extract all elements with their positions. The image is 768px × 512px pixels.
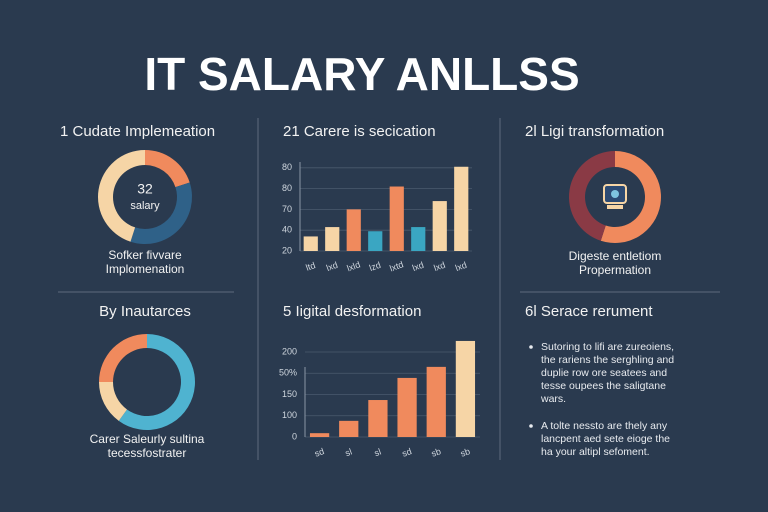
bar — [325, 227, 340, 251]
panel-title: 5 Iigital desformation — [283, 303, 421, 320]
page-title: IT SALARY ANLLSS — [144, 48, 579, 100]
bullet-text: duplie row ore seatees and — [541, 367, 667, 379]
x-tick-label: sb — [459, 446, 471, 459]
donut-segment — [99, 334, 147, 382]
y-tick-label: 50% — [279, 368, 297, 378]
donut-segment — [130, 182, 192, 244]
y-tick-label: 40 — [282, 225, 292, 235]
y-tick-label: 70 — [282, 204, 292, 214]
bullet-dot — [529, 424, 533, 428]
y-tick-label: 80 — [282, 183, 292, 193]
x-tick-label: sb — [430, 446, 442, 459]
panel-title: 1 Cudate Implemeation — [60, 123, 215, 140]
donut-segment — [118, 334, 195, 430]
center-text: 32 — [137, 181, 153, 197]
y-tick-label: 80 — [282, 162, 292, 172]
bar — [426, 366, 446, 437]
bar — [397, 377, 417, 437]
bar — [455, 340, 476, 437]
x-tick-label: lxd — [432, 260, 446, 273]
x-tick-label: sl — [373, 447, 383, 459]
icon — [607, 205, 623, 209]
donut-segment — [99, 382, 128, 421]
donut-segment — [569, 151, 615, 241]
caption: Implomenation — [106, 262, 185, 276]
panel-title: By Inautarces — [99, 303, 191, 320]
panel-title: 6l Serace rerument — [525, 303, 653, 320]
caption: tecessfostrater — [108, 446, 187, 460]
bar — [368, 231, 383, 251]
bar — [432, 201, 447, 251]
x-tick-label: lxld — [345, 259, 361, 273]
x-tick-label: sl — [344, 447, 354, 459]
x-tick-label: lzd — [368, 260, 382, 273]
x-tick-label: ltd — [304, 260, 316, 273]
bar — [411, 227, 426, 251]
center-text: salary — [130, 200, 160, 212]
caption: Sofker fivvare — [108, 248, 182, 262]
bullet-dot — [529, 345, 533, 349]
bullet-text: Sutoring to lifi are zureoiens, — [541, 341, 674, 353]
bar — [309, 433, 330, 437]
caption: Digeste entletiom — [569, 249, 662, 263]
bar — [303, 236, 318, 251]
bullet-text: A tolte nessto are thely any — [541, 420, 668, 432]
bullet-text: wars. — [540, 393, 566, 405]
y-tick-label: 100 — [282, 410, 297, 420]
bar — [454, 166, 469, 251]
panel-title: 21 Carere is secication — [283, 123, 436, 140]
bar — [346, 209, 361, 251]
x-tick-label: lxtd — [388, 259, 405, 273]
x-tick-label: lxd — [454, 260, 468, 273]
donut-segment — [145, 150, 190, 188]
panel-title: 2l Ligi transformation — [525, 123, 664, 140]
bar — [368, 400, 388, 437]
y-tick-label: 0 — [292, 431, 297, 441]
caption: Carer Saleurly sultina — [90, 432, 205, 446]
donut-segment — [98, 150, 145, 242]
bullet-text: tesse oupees the saligtane — [541, 380, 666, 392]
x-tick-label: sd — [313, 446, 325, 459]
y-tick-label: 150 — [282, 389, 297, 399]
bar — [339, 420, 359, 437]
bullet-text: lancpent aed sete eioge the — [541, 433, 670, 445]
caption: Propermation — [579, 263, 651, 277]
y-tick-label: 20 — [282, 245, 292, 255]
icon — [611, 190, 619, 198]
bullet-text: ha your altipl sefoment. — [541, 446, 650, 458]
x-tick-label: lxd — [325, 260, 339, 273]
x-tick-label: lxd — [411, 260, 425, 273]
donut-segment — [600, 150, 662, 244]
y-tick-label: 200 — [282, 346, 297, 356]
bullet-text: the rariens the serghling and — [541, 354, 674, 366]
x-tick-label: sd — [401, 446, 413, 459]
bar — [389, 186, 404, 251]
